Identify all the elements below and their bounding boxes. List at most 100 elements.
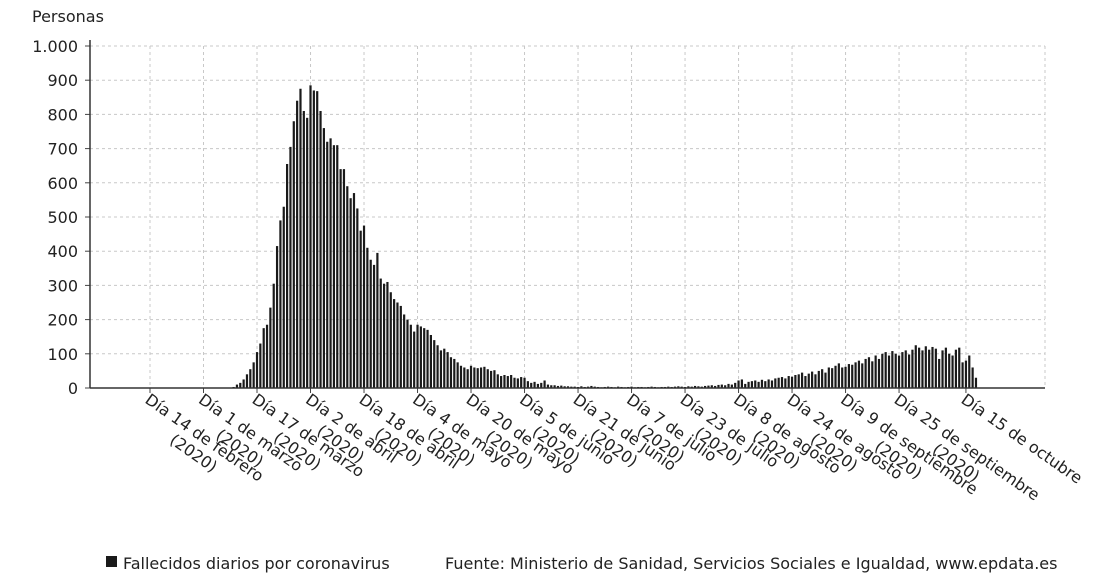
bar — [928, 349, 931, 388]
bar — [777, 377, 780, 388]
bar — [911, 349, 914, 388]
bar — [687, 386, 690, 388]
bar — [924, 346, 927, 388]
bar — [389, 292, 392, 388]
bar — [239, 382, 242, 388]
bar — [513, 377, 516, 388]
bar — [406, 319, 409, 388]
bar — [934, 348, 937, 388]
bar — [366, 247, 369, 388]
bar — [339, 169, 342, 388]
bar — [500, 376, 503, 388]
bar — [523, 377, 526, 388]
bar — [677, 386, 680, 388]
bar — [714, 385, 717, 388]
bar — [844, 366, 847, 388]
bar — [938, 358, 941, 388]
bar — [279, 220, 282, 388]
bar — [590, 385, 593, 388]
bar — [824, 372, 827, 388]
bar — [289, 146, 292, 388]
bar — [717, 384, 720, 388]
bar — [386, 281, 389, 388]
bar — [306, 117, 309, 388]
bar — [948, 353, 951, 388]
bar — [897, 355, 901, 388]
bar — [831, 368, 834, 388]
bar — [556, 385, 560, 388]
y-tick-label: 1.000 — [32, 37, 78, 56]
bar — [887, 355, 891, 388]
bar — [359, 230, 362, 388]
bar — [918, 347, 921, 388]
legend-label: Fallecidos diarios por coronavirus — [123, 554, 390, 573]
bar — [804, 376, 807, 388]
bar — [423, 328, 426, 388]
bar — [821, 369, 824, 388]
bar — [834, 365, 837, 388]
bar — [800, 372, 804, 388]
bar — [951, 355, 954, 388]
y-tick-label: 500 — [47, 208, 78, 227]
bar — [580, 386, 583, 388]
bar — [396, 302, 399, 388]
bar — [841, 367, 844, 388]
bar — [312, 90, 315, 389]
bar — [563, 386, 566, 388]
bar — [851, 364, 854, 388]
bar — [901, 352, 904, 388]
bar — [269, 307, 272, 388]
bar — [316, 91, 319, 389]
bar — [754, 380, 757, 388]
bar — [704, 385, 707, 388]
bar — [730, 384, 733, 388]
bar — [533, 381, 536, 388]
bar — [352, 193, 356, 388]
bar — [382, 283, 386, 388]
bar — [707, 385, 710, 388]
bar — [710, 385, 713, 388]
bar — [787, 376, 790, 388]
bar — [550, 385, 553, 388]
bar — [336, 145, 339, 388]
bar — [342, 169, 346, 388]
bar — [543, 380, 546, 388]
bar — [884, 352, 887, 388]
bar — [413, 331, 416, 388]
bar — [941, 350, 944, 388]
bar — [757, 381, 760, 388]
bar — [322, 128, 325, 388]
bar — [931, 346, 934, 388]
bar — [459, 365, 463, 388]
y-tick-label: 200 — [47, 311, 78, 330]
bar — [894, 353, 897, 388]
bar — [904, 350, 907, 388]
bar — [546, 384, 550, 388]
bar — [516, 378, 519, 388]
bar — [764, 381, 767, 388]
bar — [811, 371, 814, 388]
bar — [469, 365, 473, 388]
bar — [489, 370, 493, 388]
bar — [964, 360, 968, 388]
bar — [429, 334, 432, 388]
bar — [456, 362, 459, 388]
bar — [245, 374, 249, 388]
bar — [817, 370, 820, 388]
bar — [399, 305, 402, 388]
bar — [566, 386, 570, 388]
bar — [483, 366, 486, 388]
bar — [971, 367, 974, 388]
bar — [767, 379, 770, 388]
bar — [372, 264, 376, 388]
bar — [262, 328, 265, 388]
bar — [433, 340, 436, 388]
bar — [914, 345, 917, 388]
bar — [760, 379, 764, 388]
bar — [292, 121, 295, 389]
y-tick-label: 0 — [68, 379, 78, 398]
bar — [744, 383, 747, 388]
bar — [974, 377, 978, 388]
bar — [697, 386, 700, 388]
bar — [439, 350, 443, 388]
